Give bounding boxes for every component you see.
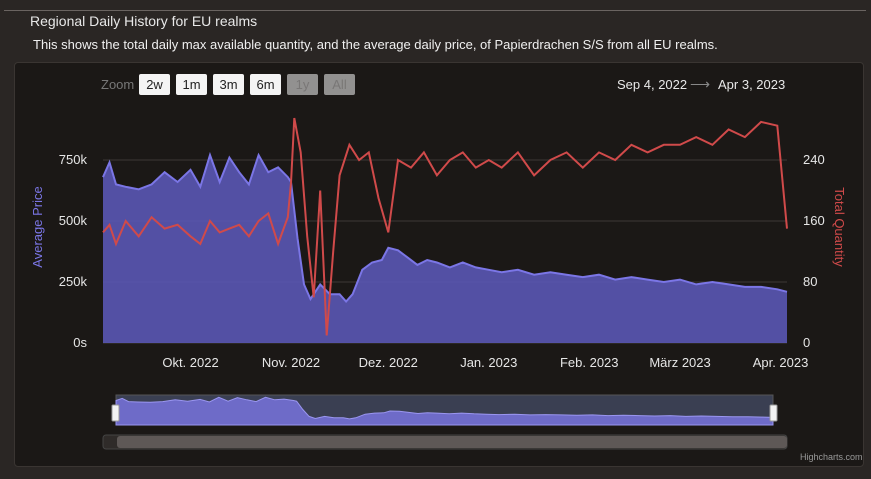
- zoom-2w-button[interactable]: 2w: [139, 74, 170, 95]
- highcharts-credits[interactable]: Highcharts.com: [800, 452, 863, 462]
- x-tick-label: März 2023: [649, 355, 710, 370]
- zoom-3m-button[interactable]: 3m: [213, 74, 244, 95]
- x-tick-label: Apr. 2023: [753, 355, 809, 370]
- navigator-handle-left: [111, 404, 120, 422]
- history-panel: Regional Daily History for EU realms: [4, 10, 866, 477]
- price-area: [103, 155, 787, 343]
- price-line: [102, 151, 788, 304]
- zoom-label: Zoom: [101, 77, 135, 92]
- scrollbar-thumb: [117, 436, 787, 448]
- zoom-6m-button[interactable]: 6m: [250, 74, 281, 95]
- y-left-axis-title: Average Price: [30, 186, 45, 267]
- y-left-tick-label: 750k: [59, 152, 88, 167]
- y-left-tick-label: 250k: [59, 274, 88, 289]
- y-left-tick-label: 0s: [73, 335, 87, 350]
- x-tick-label: Okt. 2022: [162, 355, 218, 370]
- y-left-tick-label: 500k: [59, 213, 88, 228]
- x-tick-label: Feb. 2023: [560, 355, 619, 370]
- y-right-axis-title: Total Quantity: [832, 187, 847, 267]
- range-end[interactable]: Apr 3, 2023: [718, 77, 786, 92]
- navigator-handle-right: [769, 404, 778, 422]
- panel-title: Regional Daily History for EU realms: [24, 13, 264, 29]
- zoom-1m-button[interactable]: 1m: [176, 74, 207, 95]
- y-right-tick-label: 80: [803, 274, 817, 289]
- zoom-all-button[interactable]: All: [324, 74, 355, 95]
- panel-description: This shows the total daily max available…: [33, 37, 718, 52]
- y-right-tick-label: 160: [803, 213, 825, 228]
- range-start[interactable]: Sep 4, 2022: [617, 77, 688, 92]
- x-tick-label: Dez. 2022: [359, 355, 418, 370]
- x-tick-label: Jan. 2023: [460, 355, 517, 370]
- navigator-series: [115, 396, 774, 426]
- range-arrow: ⟶: [690, 76, 711, 92]
- quantity-line: [102, 117, 788, 336]
- y-right-tick-label: 0: [803, 335, 810, 350]
- y-right-tick-label: 240: [803, 152, 825, 167]
- x-tick-label: Nov. 2022: [262, 355, 320, 370]
- zoom-1y-button[interactable]: 1y: [287, 74, 318, 95]
